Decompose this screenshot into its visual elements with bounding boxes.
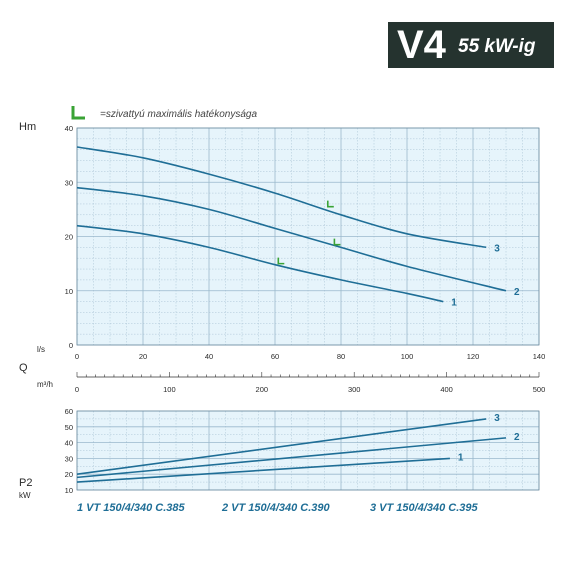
flow-m3h-unit-label: m³/h bbox=[37, 380, 53, 389]
flow-m3h-tick-label: 500 bbox=[533, 385, 546, 394]
head-curve-label-1: 1 bbox=[451, 298, 457, 309]
efficiency-marker-1 bbox=[277, 257, 285, 265]
head-y-tick-label: 0 bbox=[69, 341, 73, 350]
head-x-tick-label: 40 bbox=[205, 352, 213, 361]
head-curve-1 bbox=[76, 224, 444, 303]
flow-m3h-tick-label: 300 bbox=[348, 385, 361, 394]
power-y-tick-label: 20 bbox=[65, 470, 73, 479]
power-y-tick-label: 50 bbox=[65, 423, 73, 432]
head-y-tick-label: 40 bbox=[65, 124, 73, 133]
efficiency-marker-3 bbox=[327, 200, 334, 208]
power-y-tick-label: 40 bbox=[65, 439, 73, 448]
power-axis-label: P2 bbox=[19, 477, 32, 489]
head-x-tick-label: 80 bbox=[337, 352, 345, 361]
power-y-tick-label: 60 bbox=[65, 407, 73, 416]
head-curve-2 bbox=[76, 186, 507, 292]
head-curve-3 bbox=[76, 146, 487, 249]
power-rating: 55 kW-ig bbox=[458, 36, 536, 57]
flow-m3h-tick-label: 200 bbox=[256, 385, 269, 394]
head-plot-frame bbox=[76, 127, 540, 346]
efficiency-legend-icon bbox=[71, 106, 85, 120]
model-label-2: 2 VT 150/4/340 C.390 bbox=[222, 502, 330, 514]
power-curve-2 bbox=[76, 437, 507, 479]
head-y-tick-label: 20 bbox=[65, 233, 73, 242]
head-x-tick-label: 100 bbox=[401, 352, 414, 361]
head-curve-label-3: 3 bbox=[494, 243, 500, 254]
head-curve-label-2: 2 bbox=[514, 287, 520, 298]
efficiency-marker-2 bbox=[333, 238, 341, 246]
power-curve-label-3: 3 bbox=[494, 413, 500, 424]
flow-m3h-tick-label: 400 bbox=[440, 385, 453, 394]
power-y-tick-label: 30 bbox=[65, 454, 73, 463]
power-plot-frame bbox=[76, 410, 540, 491]
power-y-tick-label: 10 bbox=[65, 486, 73, 495]
head-axis-label: Hm bbox=[19, 121, 36, 133]
model-series-title: V4 bbox=[397, 23, 446, 67]
head-x-tick-label: 120 bbox=[467, 352, 480, 361]
power-curve-label-1: 1 bbox=[458, 452, 464, 463]
head-x-tick-label: 60 bbox=[271, 352, 279, 361]
model-label-1: 1 VT 150/4/340 C.385 bbox=[77, 502, 185, 514]
head-x-tick-label: 0 bbox=[75, 352, 79, 361]
head-x-tick-label: 140 bbox=[533, 352, 546, 361]
flow-ls-unit-label: l/s bbox=[37, 345, 45, 354]
model-label-3: 3 VT 150/4/340 C.395 bbox=[370, 502, 478, 514]
head-y-tick-label: 30 bbox=[65, 178, 73, 187]
power-unit-label: kW bbox=[19, 491, 31, 500]
head-x-tick-label: 20 bbox=[139, 352, 147, 361]
efficiency-legend-text: =szivattyú maximális hatékonysága bbox=[100, 109, 258, 120]
head-y-tick-label: 10 bbox=[65, 287, 73, 296]
flow-m3h-tick-label: 0 bbox=[75, 385, 79, 394]
flow-m3h-tick-label: 100 bbox=[163, 385, 176, 394]
flow-axis-label: Q bbox=[19, 362, 28, 374]
header-banner bbox=[388, 22, 554, 68]
power-curve-1 bbox=[76, 457, 450, 483]
power-curve-3 bbox=[76, 418, 487, 475]
power-curve-label-2: 2 bbox=[514, 432, 520, 443]
